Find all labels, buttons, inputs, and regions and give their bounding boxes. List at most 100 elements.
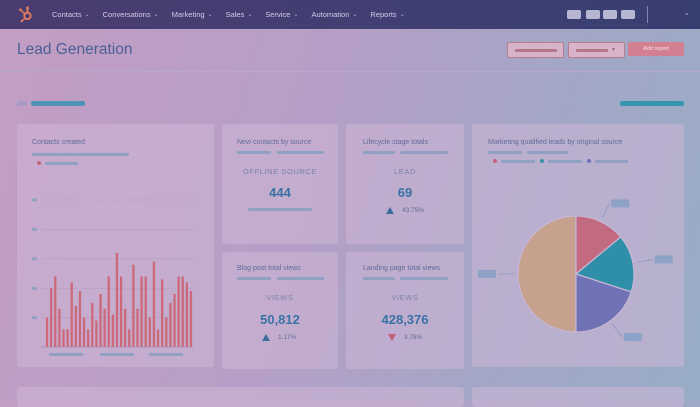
view-toggle-secondary[interactable] <box>572 101 618 106</box>
kpi-delta: 43.75% <box>386 207 424 214</box>
legend-placeholder <box>548 160 582 163</box>
subtitle-placeholder <box>527 151 568 154</box>
bar[interactable] <box>107 276 110 347</box>
bar[interactable] <box>50 288 53 347</box>
y-tick-label <box>32 198 37 202</box>
legend-placeholder <box>501 160 535 163</box>
kpi-value: 69 <box>397 185 413 200</box>
account-chevron-icon[interactable]: ⌄ <box>684 10 690 17</box>
nav-action-button[interactable] <box>586 10 600 19</box>
new-contacts-card[interactable]: New contacts by source OFFLINE SOURCE 44… <box>222 124 338 244</box>
y-tick-label <box>32 227 37 231</box>
bar[interactable] <box>140 276 143 347</box>
pie-slice[interactable] <box>575 273 632 333</box>
mql-source-card[interactable]: Marketing qualified leads by original so… <box>472 124 684 367</box>
nav-action-button[interactable] <box>603 10 617 19</box>
header-dropdown-button[interactable]: ▾ <box>568 42 625 58</box>
bar[interactable] <box>144 276 147 347</box>
contacts-created-card[interactable]: Contacts created <box>17 124 214 367</box>
kpi-label: LEAD <box>394 167 416 176</box>
menu-conversations[interactable]: Conversations ⌄ <box>102 10 159 19</box>
bar[interactable] <box>173 294 176 347</box>
bar[interactable] <box>45 317 49 347</box>
legend-placeholder <box>45 162 78 165</box>
menu-contacts[interactable]: Contacts ⌄ <box>52 10 90 19</box>
menu-marketing[interactable]: Marketing ⌄ <box>171 10 213 19</box>
kpi-label: OFFLINE SOURCE <box>242 167 318 176</box>
date-filter[interactable] <box>31 101 85 106</box>
legend-dot <box>493 159 497 163</box>
slice-label-placeholder <box>611 199 630 208</box>
bottom-card <box>17 387 464 407</box>
chevron-down-icon: ⌄ <box>207 12 213 18</box>
header-divider <box>0 71 700 72</box>
bar[interactable] <box>124 308 127 347</box>
bar[interactable] <box>111 314 114 347</box>
subtitle-placeholder <box>237 151 271 154</box>
leader-line <box>636 258 653 263</box>
chevron-down-icon: ⌄ <box>352 12 358 18</box>
view-toggle-primary[interactable] <box>620 101 684 106</box>
blog-views-card[interactable]: Blog post total views VIEWS 50,812 1.17% <box>222 252 338 369</box>
bar[interactable] <box>165 317 168 347</box>
chevron-down-icon: ⌄ <box>399 12 405 18</box>
legend-dot <box>587 159 591 163</box>
bar[interactable] <box>148 317 151 347</box>
x-axis-label-placeholder <box>49 353 83 356</box>
bar[interactable] <box>161 279 164 347</box>
bar[interactable] <box>78 291 82 347</box>
bar[interactable] <box>103 308 106 347</box>
nav-action-button[interactable] <box>621 10 635 19</box>
bar[interactable] <box>128 329 131 347</box>
bar[interactable] <box>189 291 193 347</box>
menu-reports[interactable]: Reports ⌄ <box>370 10 405 19</box>
x-axis-label-placeholder <box>100 353 134 356</box>
main-menu: Contacts ⌄ Conversations ⌄ Marketing ⌄ Sale… <box>52 0 418 29</box>
subtitle-placeholder <box>400 151 448 154</box>
menu-sales[interactable]: Sales ⌄ <box>225 10 253 19</box>
bar[interactable] <box>82 317 86 347</box>
y-tick-label <box>32 286 37 290</box>
y-tick-label <box>32 316 37 320</box>
lifecycle-stage-card[interactable]: Lifecycle stage totals LEAD 69 43.75% <box>346 124 464 244</box>
slice-label-placeholder <box>478 270 496 278</box>
bar[interactable] <box>91 302 94 347</box>
bar[interactable] <box>181 276 184 347</box>
pie-slice[interactable] <box>517 215 577 333</box>
bar[interactable] <box>87 329 90 347</box>
bar[interactable] <box>58 308 61 347</box>
bar[interactable] <box>70 282 73 347</box>
bar[interactable] <box>132 264 135 347</box>
nav-divider <box>647 6 648 23</box>
landing-views-card[interactable]: Landing page total views VIEWS 428,376 3… <box>346 252 464 369</box>
bar[interactable] <box>185 282 188 347</box>
bar[interactable] <box>66 329 69 347</box>
bar[interactable] <box>115 252 119 347</box>
kpi-delta: 1.17% <box>262 334 296 341</box>
y-tick-label <box>32 257 37 261</box>
bar[interactable] <box>169 302 172 347</box>
bar[interactable] <box>177 276 180 347</box>
legend-placeholder <box>69 153 129 156</box>
menu-service[interactable]: Service ⌄ <box>265 10 299 19</box>
bar[interactable] <box>54 276 57 347</box>
add-report-button[interactable]: Add report <box>628 42 684 56</box>
bar[interactable] <box>74 305 77 347</box>
bar[interactable] <box>136 308 139 347</box>
bar[interactable] <box>119 276 123 347</box>
bar[interactable] <box>156 329 160 347</box>
nav-action-button[interactable] <box>567 10 581 19</box>
bar[interactable] <box>99 294 102 347</box>
x-axis-label-placeholder <box>149 353 183 356</box>
bar[interactable] <box>152 261 156 347</box>
pie-slice[interactable] <box>575 215 622 276</box>
kpi-delta: 3.78% <box>388 334 422 341</box>
slice-label-placeholder <box>654 255 673 264</box>
bar[interactable] <box>95 320 98 347</box>
bar[interactable] <box>62 329 65 347</box>
menu-automation[interactable]: Automation ⌄ <box>311 10 358 19</box>
header-action-button[interactable] <box>507 42 564 58</box>
hubspot-logo-icon[interactable] <box>17 5 36 24</box>
filter-placeholder <box>17 101 27 106</box>
button-label-placeholder <box>515 49 557 52</box>
